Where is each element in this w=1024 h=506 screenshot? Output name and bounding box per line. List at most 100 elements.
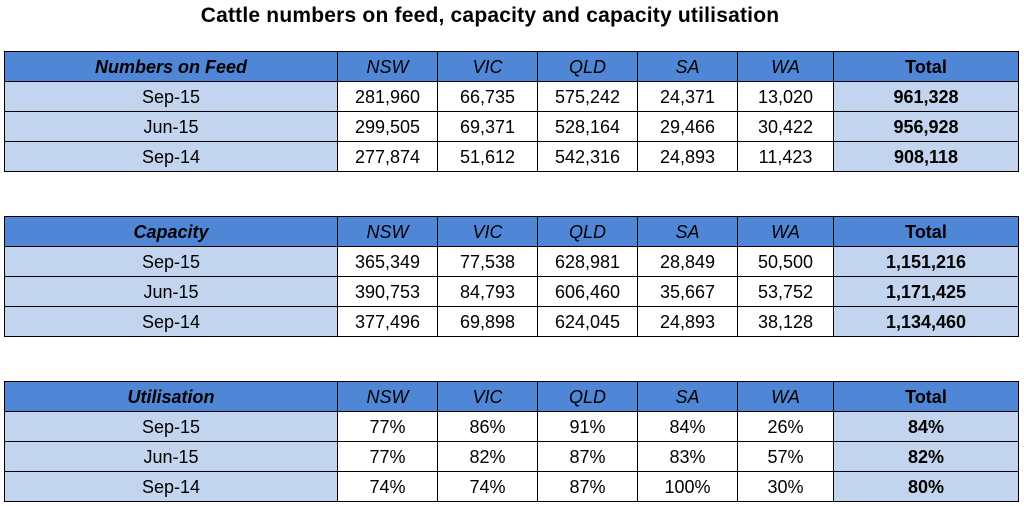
cell-qld: 91% <box>537 411 638 442</box>
column-header-qld: QLD <box>537 51 638 82</box>
table-row: Jun-15 390,753 84,793 606,460 35,667 53,… <box>4 276 1019 307</box>
column-header-total: Total <box>833 381 1019 412</box>
cell-vic: 51,612 <box>437 141 538 172</box>
cell-vic: 69,371 <box>437 111 538 142</box>
cell-total: 1,134,460 <box>833 306 1019 337</box>
cell-wa: 30,422 <box>737 111 834 142</box>
cell-sa: 84% <box>637 411 738 442</box>
table-row: Sep-14 277,874 51,612 542,316 24,893 11,… <box>4 141 1019 172</box>
cell-total: 1,171,425 <box>833 276 1019 307</box>
cell-qld: 528,164 <box>537 111 638 142</box>
cell-total: 956,928 <box>833 111 1019 142</box>
cell-nsw: 281,960 <box>337 81 438 112</box>
row-period: Jun-15 <box>4 276 338 307</box>
cell-total: 84% <box>833 411 1019 442</box>
column-header-vic: VIC <box>437 216 538 247</box>
table-row: Sep-14 377,496 69,898 624,045 24,893 38,… <box>4 306 1019 337</box>
cell-nsw: 365,349 <box>337 246 438 277</box>
cell-qld: 542,316 <box>537 141 638 172</box>
column-header-total: Total <box>833 51 1019 82</box>
table-row: Sep-14 74% 74% 87% 100% 30% 80% <box>4 471 1019 502</box>
cell-qld: 87% <box>537 471 638 502</box>
row-period: Jun-15 <box>4 111 338 142</box>
column-header-wa: WA <box>737 51 834 82</box>
cell-qld: 575,242 <box>537 81 638 112</box>
column-header-nsw: NSW <box>337 51 438 82</box>
table-row: Jun-15 77% 82% 87% 83% 57% 82% <box>4 441 1019 472</box>
column-header-nsw: NSW <box>337 216 438 247</box>
table-row: Sep-15 77% 86% 91% 84% 26% 84% <box>4 411 1019 442</box>
table-header-row: Numbers on Feed NSW VIC QLD SA WA Total <box>4 51 1019 82</box>
cell-nsw: 77% <box>337 441 438 472</box>
numbers-on-feed-table: Numbers on Feed NSW VIC QLD SA WA Total … <box>4 51 1019 172</box>
table-header-row: Capacity NSW VIC QLD SA WA Total <box>4 216 1019 247</box>
column-header-vic: VIC <box>437 381 538 412</box>
cell-wa: 50,500 <box>737 246 834 277</box>
column-header-qld: QLD <box>537 381 638 412</box>
table-label: Capacity <box>4 216 338 247</box>
table-row: Sep-15 365,349 77,538 628,981 28,849 50,… <box>4 246 1019 277</box>
table-row: Sep-15 281,960 66,735 575,242 24,371 13,… <box>4 81 1019 112</box>
cell-nsw: 377,496 <box>337 306 438 337</box>
cell-vic: 66,735 <box>437 81 538 112</box>
table-row: Jun-15 299,505 69,371 528,164 29,466 30,… <box>4 111 1019 142</box>
utilisation-table: Utilisation NSW VIC QLD SA WA Total Sep-… <box>4 381 1019 502</box>
cell-wa: 57% <box>737 441 834 472</box>
table-header-row: Utilisation NSW VIC QLD SA WA Total <box>4 381 1019 412</box>
column-header-total: Total <box>833 216 1019 247</box>
cell-nsw: 74% <box>337 471 438 502</box>
table-label: Utilisation <box>4 381 338 412</box>
cell-total: 961,328 <box>833 81 1019 112</box>
cell-sa: 28,849 <box>637 246 738 277</box>
cell-total: 908,118 <box>833 141 1019 172</box>
cell-vic: 74% <box>437 471 538 502</box>
cell-vic: 84,793 <box>437 276 538 307</box>
column-header-sa: SA <box>637 381 738 412</box>
row-period: Sep-14 <box>4 471 338 502</box>
page-title: Cattle numbers on feed, capacity and cap… <box>200 4 780 27</box>
cell-qld: 606,460 <box>537 276 638 307</box>
cell-sa: 24,893 <box>637 306 738 337</box>
column-header-sa: SA <box>637 51 738 82</box>
cell-qld: 624,045 <box>537 306 638 337</box>
row-period: Sep-14 <box>4 306 338 337</box>
cell-total: 1,151,216 <box>833 246 1019 277</box>
cell-wa: 38,128 <box>737 306 834 337</box>
row-period: Sep-15 <box>4 81 338 112</box>
cell-sa: 100% <box>637 471 738 502</box>
cell-vic: 69,898 <box>437 306 538 337</box>
cell-wa: 53,752 <box>737 276 834 307</box>
column-header-qld: QLD <box>537 216 638 247</box>
cell-sa: 35,667 <box>637 276 738 307</box>
cell-sa: 24,893 <box>637 141 738 172</box>
cell-sa: 24,371 <box>637 81 738 112</box>
cell-sa: 29,466 <box>637 111 738 142</box>
cell-total: 82% <box>833 441 1019 472</box>
column-header-wa: WA <box>737 381 834 412</box>
cell-nsw: 277,874 <box>337 141 438 172</box>
cell-vic: 86% <box>437 411 538 442</box>
cell-nsw: 77% <box>337 411 438 442</box>
cell-vic: 77,538 <box>437 246 538 277</box>
row-period: Jun-15 <box>4 441 338 472</box>
row-period: Sep-14 <box>4 141 338 172</box>
cell-qld: 87% <box>537 441 638 472</box>
column-header-wa: WA <box>737 216 834 247</box>
cell-wa: 26% <box>737 411 834 442</box>
cell-total: 80% <box>833 471 1019 502</box>
cell-nsw: 390,753 <box>337 276 438 307</box>
column-header-nsw: NSW <box>337 381 438 412</box>
cell-wa: 13,020 <box>737 81 834 112</box>
row-period: Sep-15 <box>4 411 338 442</box>
column-header-sa: SA <box>637 216 738 247</box>
table-label: Numbers on Feed <box>4 51 338 82</box>
cell-wa: 30% <box>737 471 834 502</box>
cell-qld: 628,981 <box>537 246 638 277</box>
cell-nsw: 299,505 <box>337 111 438 142</box>
cell-sa: 83% <box>637 441 738 472</box>
capacity-table: Capacity NSW VIC QLD SA WA Total Sep-15 … <box>4 216 1019 337</box>
cell-wa: 11,423 <box>737 141 834 172</box>
column-header-vic: VIC <box>437 51 538 82</box>
row-period: Sep-15 <box>4 246 338 277</box>
cell-vic: 82% <box>437 441 538 472</box>
